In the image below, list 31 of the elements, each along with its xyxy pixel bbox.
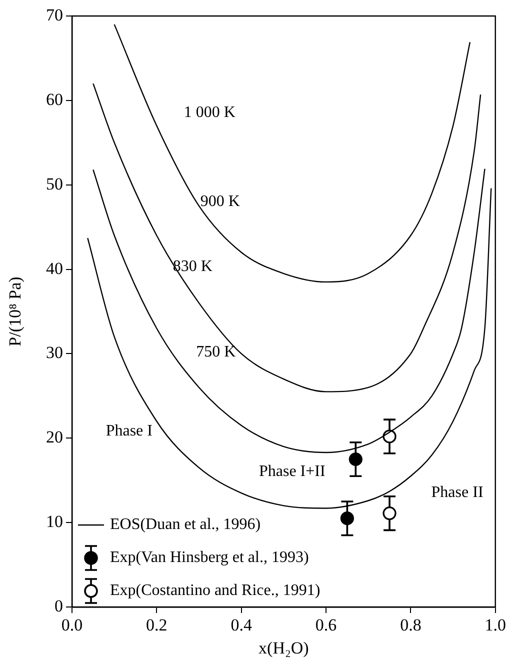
y-tick-label: 10: [46, 512, 63, 532]
x-tick-label: 0.8: [400, 616, 422, 635]
line-series: [92, 82, 482, 392]
y-tick-label: 0: [54, 596, 63, 616]
y-axis-title: P/(10⁸ Pa): [6, 276, 25, 346]
y-tick-label: 30: [46, 343, 63, 362]
x-axis-title: x(H₂O): [258, 638, 309, 658]
annotation: 900 K: [200, 192, 240, 210]
x-tick-label: 0.0: [61, 616, 83, 635]
point: [340, 512, 354, 526]
y-tick-label: 20: [46, 428, 63, 447]
y-tick-label: 70: [46, 5, 63, 24]
annotation: Phase I+II: [258, 462, 326, 480]
annotation: 830 K: [172, 258, 213, 275]
legend-label: Exp(Costantino and Rice., 1991): [110, 582, 320, 600]
y-tick-label: 60: [46, 90, 63, 109]
legend-label: Exp(Van Hinsberg et al., 1993): [110, 549, 309, 566]
annotation: Phase II: [431, 484, 484, 502]
point: [348, 452, 362, 466]
x-tick-label: 0.2: [146, 616, 168, 635]
x-tick-label: 0.6: [315, 616, 337, 635]
annotation: 750 K: [196, 343, 236, 360]
annotation: 1 000 K: [184, 104, 236, 122]
point: [382, 506, 396, 520]
x-tick-label: 0.4: [230, 616, 252, 635]
line-series: [114, 24, 471, 283]
y-tick-label: 40: [46, 258, 63, 278]
annotation: Phase I: [106, 422, 152, 440]
x-tick-label: 1.0: [484, 616, 506, 635]
legend-label: EOS(Duan et al., 1996): [110, 516, 261, 534]
y-tick-label: 50: [46, 174, 63, 194]
